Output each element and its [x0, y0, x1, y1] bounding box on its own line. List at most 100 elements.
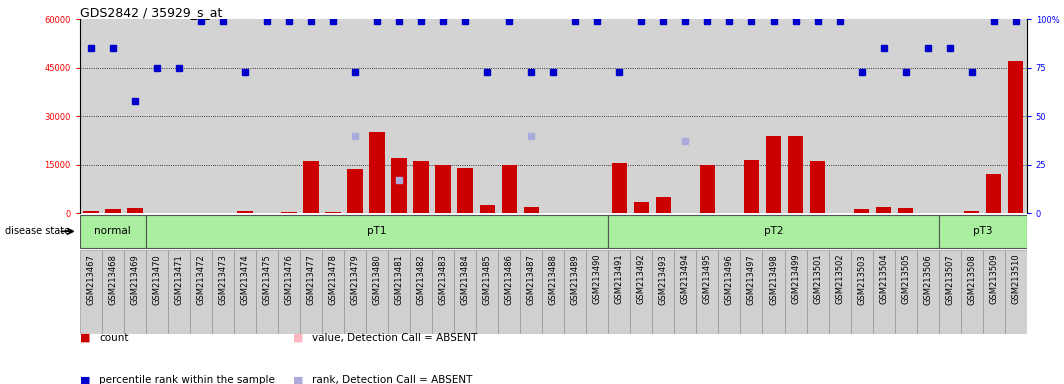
FancyBboxPatch shape — [917, 250, 938, 334]
FancyBboxPatch shape — [609, 215, 938, 248]
Bar — [369, 132, 385, 213]
FancyBboxPatch shape — [168, 250, 189, 334]
FancyBboxPatch shape — [366, 250, 388, 334]
Text: GSM213479: GSM213479 — [350, 254, 360, 305]
FancyBboxPatch shape — [256, 250, 278, 334]
FancyBboxPatch shape — [630, 250, 652, 334]
FancyBboxPatch shape — [189, 250, 212, 334]
FancyBboxPatch shape — [961, 250, 983, 334]
Text: value, Detection Call = ABSENT: value, Detection Call = ABSENT — [312, 333, 477, 343]
Text: GSM213482: GSM213482 — [417, 254, 426, 305]
Bar — [501, 165, 517, 213]
Text: disease state: disease state — [5, 226, 70, 237]
Text: GSM213483: GSM213483 — [438, 254, 448, 305]
Text: GSM213485: GSM213485 — [483, 254, 492, 305]
Bar — [986, 174, 1001, 213]
Text: rank, Detection Call = ABSENT: rank, Detection Call = ABSENT — [312, 375, 472, 384]
Bar — [458, 168, 472, 213]
Text: GSM213467: GSM213467 — [86, 254, 96, 305]
Text: ■: ■ — [293, 333, 303, 343]
Text: GSM213507: GSM213507 — [945, 254, 954, 305]
FancyBboxPatch shape — [763, 250, 784, 334]
FancyBboxPatch shape — [212, 250, 234, 334]
Bar — [105, 209, 120, 213]
FancyBboxPatch shape — [432, 250, 454, 334]
Bar — [810, 161, 826, 213]
FancyBboxPatch shape — [564, 250, 586, 334]
Bar — [700, 165, 715, 213]
Text: pT1: pT1 — [367, 226, 387, 237]
Text: GSM213509: GSM213509 — [990, 254, 998, 305]
FancyBboxPatch shape — [102, 250, 123, 334]
Text: GSM213510: GSM213510 — [1011, 254, 1020, 305]
Text: GSM213474: GSM213474 — [240, 254, 249, 305]
Text: GSM213498: GSM213498 — [769, 254, 778, 305]
Bar — [898, 208, 913, 213]
Text: pT3: pT3 — [972, 226, 993, 237]
Bar — [435, 165, 451, 213]
Text: GSM213475: GSM213475 — [263, 254, 271, 305]
Bar — [326, 212, 340, 213]
Bar — [1008, 61, 1024, 213]
Text: GSM213501: GSM213501 — [813, 254, 822, 305]
FancyBboxPatch shape — [454, 250, 477, 334]
Text: GSM213497: GSM213497 — [747, 254, 757, 305]
Text: GSM213487: GSM213487 — [527, 254, 536, 305]
FancyBboxPatch shape — [829, 250, 850, 334]
FancyBboxPatch shape — [652, 250, 675, 334]
Text: pT2: pT2 — [764, 226, 783, 237]
Text: GSM213504: GSM213504 — [879, 254, 888, 305]
Text: GSM213499: GSM213499 — [791, 254, 800, 305]
Bar — [392, 158, 406, 213]
FancyBboxPatch shape — [278, 250, 300, 334]
Text: GSM213468: GSM213468 — [109, 254, 117, 305]
FancyBboxPatch shape — [146, 250, 168, 334]
Text: GSM213476: GSM213476 — [284, 254, 294, 305]
Text: percentile rank within the sample: percentile rank within the sample — [99, 375, 275, 384]
Text: normal: normal — [95, 226, 131, 237]
FancyBboxPatch shape — [718, 250, 741, 334]
Text: GSM213503: GSM213503 — [858, 254, 866, 305]
Text: GDS2842 / 35929_s_at: GDS2842 / 35929_s_at — [80, 6, 222, 19]
FancyBboxPatch shape — [477, 250, 498, 334]
FancyBboxPatch shape — [146, 215, 609, 248]
Text: GSM213491: GSM213491 — [615, 254, 624, 305]
Bar — [655, 197, 671, 213]
Bar — [237, 211, 252, 213]
FancyBboxPatch shape — [498, 250, 520, 334]
FancyBboxPatch shape — [322, 250, 344, 334]
Text: GSM213493: GSM213493 — [659, 254, 668, 305]
Text: GSM213469: GSM213469 — [131, 254, 139, 305]
Text: GSM213490: GSM213490 — [593, 254, 602, 305]
Text: GSM213480: GSM213480 — [372, 254, 382, 305]
Bar — [964, 211, 979, 213]
Text: GSM213505: GSM213505 — [901, 254, 910, 305]
Text: GSM213486: GSM213486 — [504, 254, 514, 305]
FancyBboxPatch shape — [938, 215, 1027, 248]
Bar — [128, 208, 143, 213]
FancyBboxPatch shape — [895, 250, 917, 334]
FancyBboxPatch shape — [1004, 250, 1027, 334]
FancyBboxPatch shape — [80, 250, 102, 334]
Text: GSM213492: GSM213492 — [637, 254, 646, 305]
Text: count: count — [99, 333, 129, 343]
Bar — [787, 136, 803, 213]
FancyBboxPatch shape — [543, 250, 564, 334]
Bar — [612, 163, 627, 213]
Text: GSM213506: GSM213506 — [924, 254, 932, 305]
FancyBboxPatch shape — [938, 250, 961, 334]
Text: GSM213478: GSM213478 — [329, 254, 337, 305]
FancyBboxPatch shape — [520, 250, 543, 334]
Text: GSM213502: GSM213502 — [835, 254, 844, 305]
Text: GSM213496: GSM213496 — [725, 254, 734, 305]
Text: GSM213470: GSM213470 — [152, 254, 162, 305]
FancyBboxPatch shape — [586, 250, 609, 334]
Text: GSM213508: GSM213508 — [967, 254, 976, 305]
Text: GSM213495: GSM213495 — [703, 254, 712, 305]
Text: GSM213489: GSM213489 — [570, 254, 580, 305]
FancyBboxPatch shape — [850, 250, 872, 334]
Bar — [523, 207, 539, 213]
FancyBboxPatch shape — [983, 250, 1004, 334]
Bar — [83, 211, 99, 213]
FancyBboxPatch shape — [388, 250, 410, 334]
